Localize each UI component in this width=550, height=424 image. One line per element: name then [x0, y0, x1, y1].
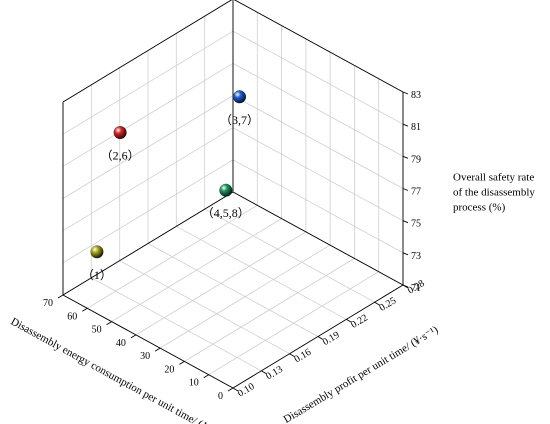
y-tick-label: 10: [189, 378, 199, 389]
y-tick: [227, 387, 234, 392]
axis-titles: Disassembly profit per unit time/ (¥·s⁻¹…: [9, 172, 536, 424]
z-tick-label: 77: [411, 187, 421, 198]
side-wall-grid-line: [232, 127, 404, 222]
x-tick: [374, 301, 380, 306]
y-tick: [203, 374, 209, 379]
floor-grid-line: [91, 277, 262, 372]
y-tick-label: 60: [67, 311, 77, 322]
x-axis-title: Disassembly profit per unit time/ (¥·s⁻¹…: [282, 324, 441, 424]
pane-frame: [62, 0, 404, 389]
floor-grid-line: [184, 258, 355, 362]
y-axis-title: Disassembly energy consumption per unit …: [9, 316, 227, 424]
z-tick: [402, 188, 409, 191]
z-axis-title-line: process (%): [453, 202, 506, 214]
y-tick-label: 70: [43, 298, 53, 309]
x-tick-label: 0.22: [349, 312, 370, 330]
y-tick-label: 30: [140, 351, 150, 362]
pane-edge: [62, 191, 234, 296]
z-tick: [402, 252, 409, 256]
back-wall-grid-line: [62, 62, 234, 167]
pane-edge: [62, 0, 233, 103]
back-wall-grid-line: [62, 95, 234, 199]
data-point: [233, 90, 246, 104]
back-wall-grid-line: [62, 127, 234, 232]
data-point-label: （4,5,8）: [202, 206, 250, 220]
data-point: [90, 245, 104, 259]
data-point: [113, 126, 127, 139]
pane-edge: [233, 0, 404, 93]
y-tick-label: 20: [164, 364, 174, 375]
axis-ticks: 0.100.130.160.190.220.250.28010203040506…: [43, 90, 427, 402]
y-tick-label: 40: [116, 338, 126, 349]
x-tick: [346, 318, 352, 323]
data-point: [219, 183, 233, 197]
y-tick-label: 50: [92, 325, 102, 336]
z-tick: [402, 123, 409, 127]
z-tick-label: 83: [411, 90, 421, 101]
z-axis-title-line: Overall safety rate: [453, 172, 534, 184]
floor-grid-line: [111, 218, 282, 322]
data-point-label: （3,7）: [220, 113, 259, 127]
x-tick: [232, 387, 239, 392]
z-tick: [402, 220, 409, 224]
pane-edge: [232, 191, 404, 286]
z-axis-title-line: of the disassembly: [453, 187, 535, 199]
pane-edge: [62, 294, 234, 389]
z-tick-label: 73: [411, 251, 421, 262]
y-tick: [82, 307, 88, 312]
side-wall-grid-line: [232, 30, 404, 125]
y-tick: [154, 347, 161, 352]
z-tick: [402, 155, 409, 159]
z-tick-label: 81: [411, 122, 421, 133]
x-tick: [261, 370, 267, 375]
y-tick: [179, 361, 185, 365]
back-wall-grid-line: [62, 30, 234, 135]
x-tick: [317, 336, 324, 340]
y-tick: [106, 321, 112, 325]
floor-grid-line: [176, 225, 347, 320]
back-wall-grid-line: [62, 159, 234, 264]
z-tick-label: 79: [411, 154, 421, 165]
y-tick: [130, 334, 137, 339]
side-wall-grid-line: [232, 159, 404, 254]
x-tick: [289, 353, 295, 358]
floor-grid-line: [204, 208, 375, 303]
floor-grid-line: [135, 231, 307, 336]
floor-grid-line: [159, 244, 331, 349]
side-wall-grid-line: [232, 95, 404, 189]
data-points: （1） （2,6） （3,7） （4,5,8）: [82, 90, 259, 282]
data-point-label: （1）: [82, 268, 112, 282]
floor-grid-line: [147, 243, 319, 337]
floor-grid-line: [87, 204, 258, 309]
side-wall-grid-line: [232, 62, 404, 157]
z-tick: [402, 284, 409, 288]
y-tick: [57, 294, 64, 299]
z-tick: [402, 91, 409, 95]
floor-grid-line: [119, 260, 290, 355]
z-tick-label: 75: [411, 219, 421, 230]
floor-grid-line: [208, 271, 379, 376]
z-tick-label: 71: [411, 283, 421, 294]
x-tick-label: 0.13: [264, 364, 285, 382]
y-tick-label: 0: [218, 391, 223, 402]
data-point-label: （2,6）: [101, 149, 140, 163]
